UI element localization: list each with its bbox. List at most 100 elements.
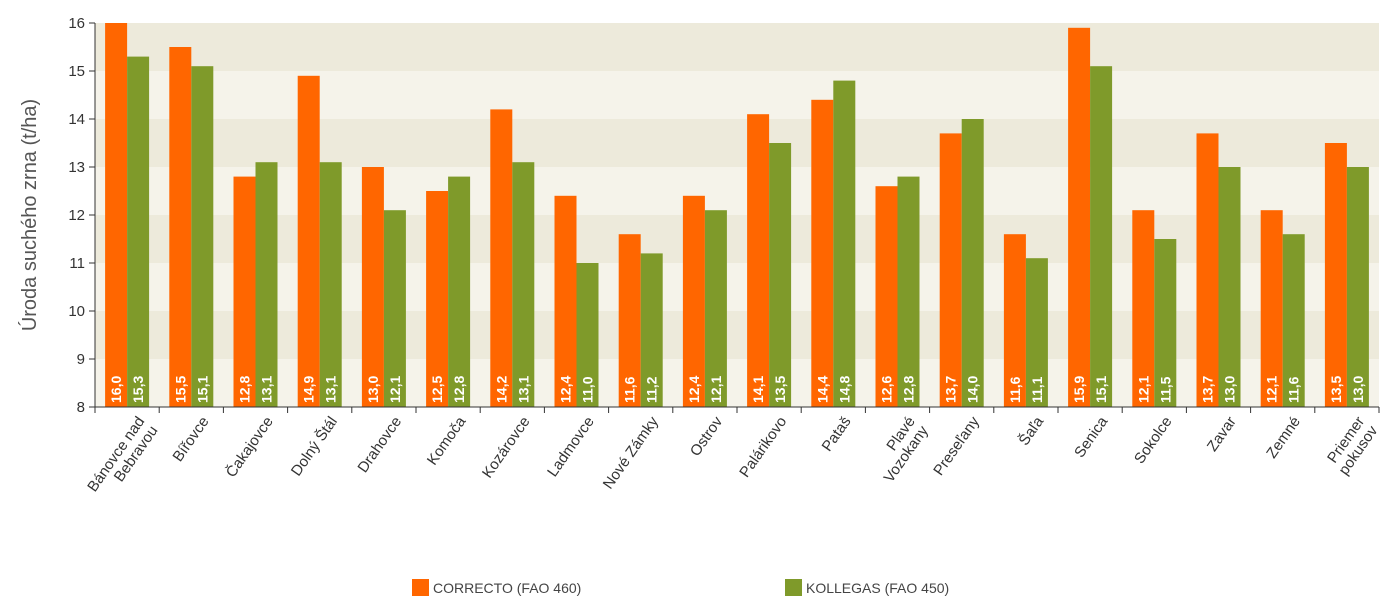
bar xyxy=(897,176,920,407)
bar-value-label: 11,5 xyxy=(1157,376,1173,403)
legend-swatch-correcto xyxy=(412,579,429,596)
x-tick-label-line: Šaľa xyxy=(1015,413,1047,449)
bar xyxy=(1068,27,1091,408)
bar-value-label: 13,7 xyxy=(1200,376,1216,403)
bar xyxy=(383,210,406,407)
bar-value-label: 12,8 xyxy=(901,376,917,403)
x-tick-label: Čakajovce xyxy=(223,414,277,481)
x-tick-label-line: Zavar xyxy=(1204,414,1240,455)
bar-value-label: 15,1 xyxy=(1093,376,1109,403)
bar-value-label: 12,1 xyxy=(1135,376,1151,403)
x-tick-label: Zemné xyxy=(1263,414,1304,462)
bar-value-label: 13,1 xyxy=(515,376,531,403)
x-tick-label-line: Ladmovce xyxy=(544,414,598,480)
bar xyxy=(448,176,471,407)
bar xyxy=(1346,167,1369,407)
bar-value-label: 15,3 xyxy=(130,376,146,403)
bar xyxy=(682,195,705,407)
bar-value-label: 14,4 xyxy=(814,376,830,403)
bar xyxy=(1324,143,1347,407)
x-tick-label-line: Preseľany xyxy=(930,413,983,479)
bar-value-label: 12,1 xyxy=(387,376,403,403)
bar-value-label: 12,6 xyxy=(879,376,895,403)
bars-group xyxy=(105,23,1369,408)
bar xyxy=(1196,133,1219,407)
x-tick-label: Preseľany xyxy=(930,413,983,479)
bar xyxy=(576,263,599,407)
bar-value-label: 13,5 xyxy=(772,376,788,403)
bar-value-label: 14,0 xyxy=(965,376,981,403)
bar-value-label: 14,9 xyxy=(301,376,317,403)
bar-value-label: 12,1 xyxy=(708,376,724,403)
y-tick-label: 8 xyxy=(77,399,85,416)
bar xyxy=(554,195,577,407)
bar-value-label: 16,0 xyxy=(108,376,124,403)
bar-value-label: 14,1 xyxy=(750,376,766,403)
y-tick-label: 10 xyxy=(68,303,85,320)
bar xyxy=(1003,234,1026,407)
x-tick-label: Šaľa xyxy=(1015,413,1047,449)
x-tick-label: Nové Zámky xyxy=(600,413,662,492)
bar xyxy=(1218,167,1241,407)
bar xyxy=(255,162,278,407)
bar xyxy=(811,99,834,408)
bar xyxy=(361,167,384,407)
grid-band xyxy=(95,311,1379,359)
bar-value-label: 13,5 xyxy=(1328,376,1344,403)
bar xyxy=(426,191,449,407)
bar-value-label: 11,1 xyxy=(1029,376,1045,403)
y-tick-label: 9 xyxy=(77,351,85,368)
x-tick-label-line: Senica xyxy=(1071,413,1112,461)
x-tick-label-line: Sokolce xyxy=(1131,414,1176,467)
y-tick-label: 13 xyxy=(68,159,85,176)
bar-value-label: 13,0 xyxy=(1350,376,1366,403)
x-tick-label-line: Čakajovce xyxy=(223,414,277,481)
legend-item-correcto: CORRECTO (FAO 460) xyxy=(412,579,581,596)
grid-band xyxy=(95,23,1379,71)
x-tick-label: Palárikovo xyxy=(736,414,790,481)
bar-value-label: 12,4 xyxy=(686,376,702,403)
bar-value-label: 13,1 xyxy=(259,376,275,403)
y-tick-label: 16 xyxy=(68,15,85,32)
bar-value-label: 15,9 xyxy=(1071,376,1087,403)
x-tick-label-line: Drahovce xyxy=(354,414,405,476)
bar xyxy=(833,80,856,407)
y-tick-label: 14 xyxy=(68,111,85,128)
bar-value-label: 14,2 xyxy=(493,376,509,403)
bar xyxy=(1154,239,1177,407)
legend-label-correcto: CORRECTO (FAO 460) xyxy=(433,579,582,596)
x-tick-label-line: Pataš xyxy=(819,414,855,455)
bar xyxy=(169,47,192,407)
x-tick-label: Kozárovce xyxy=(479,414,534,482)
value-labels-group: 16,0 15,5 12,8 14,9 13,0 12,5 14,2 12,4 11,6 12,4… xyxy=(108,376,1366,403)
bar xyxy=(191,66,214,407)
bar xyxy=(618,234,641,407)
y-axis-label: Úroda suchého zrna (t/ha) xyxy=(18,99,41,331)
x-tick-label-line: Ostrov xyxy=(687,413,727,459)
bar-value-label: 12,8 xyxy=(237,376,253,403)
x-tick-label: Drahovce xyxy=(354,414,405,476)
y-tick-label: 12 xyxy=(68,207,85,224)
x-tick-label: Sokolce xyxy=(1131,414,1176,467)
bar xyxy=(1132,210,1155,407)
x-tick-label: Ladmovce xyxy=(544,414,598,480)
x-tick-label-line: Kozárovce xyxy=(479,414,534,482)
grid-band xyxy=(95,215,1379,263)
bar-value-label: 11,6 xyxy=(622,376,638,403)
bar xyxy=(640,253,663,407)
bar xyxy=(490,109,513,408)
bar-value-label: 11,6 xyxy=(1286,376,1302,403)
x-tick-label: Bířovce xyxy=(169,414,212,465)
bar xyxy=(1282,234,1305,407)
legend-swatch-kollegas xyxy=(785,579,802,596)
y-tick-label: 11 xyxy=(69,255,85,272)
grid-band xyxy=(95,359,1379,407)
bar xyxy=(127,56,150,407)
bar-value-label: 11,6 xyxy=(1007,376,1023,403)
bar-value-label: 11,2 xyxy=(644,376,660,403)
bar xyxy=(747,114,770,407)
x-tick-label: PlavéVozokany xyxy=(868,413,933,486)
bar xyxy=(319,162,342,407)
bar-value-label: 13,1 xyxy=(323,376,339,403)
